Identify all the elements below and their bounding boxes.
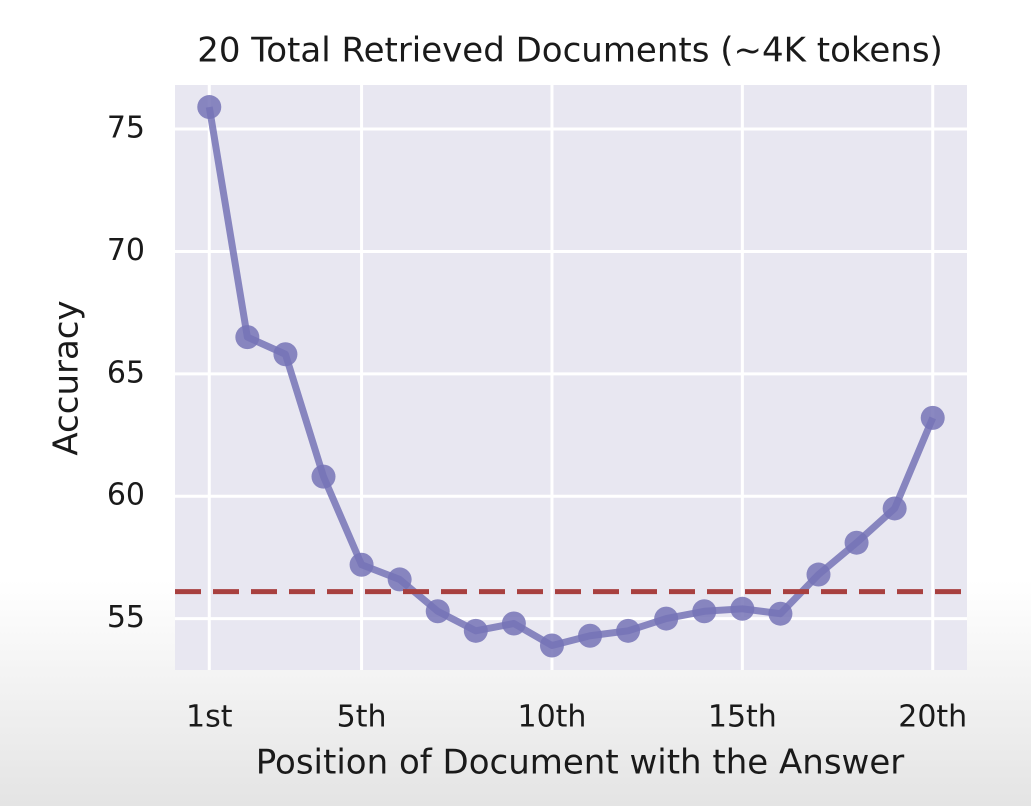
y-tick-label: 60 xyxy=(107,478,145,513)
data-point xyxy=(654,606,679,631)
x-tick-label: 10th xyxy=(517,700,586,735)
data-point xyxy=(273,342,298,367)
x-tick-label: 1st xyxy=(186,700,233,735)
y-tick-label: 75 xyxy=(107,111,145,146)
data-point xyxy=(311,464,336,489)
y-tick-label: 55 xyxy=(107,600,145,635)
data-point xyxy=(425,599,450,624)
data-point xyxy=(197,95,222,120)
data-point xyxy=(349,552,374,577)
data-point xyxy=(768,601,793,626)
y-axis-label: Accuracy xyxy=(47,300,87,455)
data-point xyxy=(501,611,526,636)
data-point xyxy=(730,596,755,621)
data-point xyxy=(844,530,869,555)
data-point xyxy=(616,618,641,643)
chart-title: 20 Total Retrieved Documents (~4K tokens… xyxy=(197,31,943,71)
y-tick-label: 70 xyxy=(107,233,145,268)
data-point xyxy=(539,633,564,658)
data-point xyxy=(882,496,907,521)
data-point xyxy=(235,325,260,350)
x-axis-label: Position of Document with the Answer xyxy=(256,743,905,783)
plot-area xyxy=(175,85,967,670)
data-point xyxy=(578,623,603,648)
data-point xyxy=(806,562,831,587)
data-point xyxy=(463,618,488,643)
x-tick-label: 5th xyxy=(337,700,387,735)
data-point xyxy=(387,567,412,592)
y-tick-label: 65 xyxy=(107,355,145,390)
data-point xyxy=(920,405,945,430)
data-point xyxy=(692,599,717,624)
x-tick-label: 20th xyxy=(898,700,967,735)
x-tick-label: 15th xyxy=(708,700,777,735)
